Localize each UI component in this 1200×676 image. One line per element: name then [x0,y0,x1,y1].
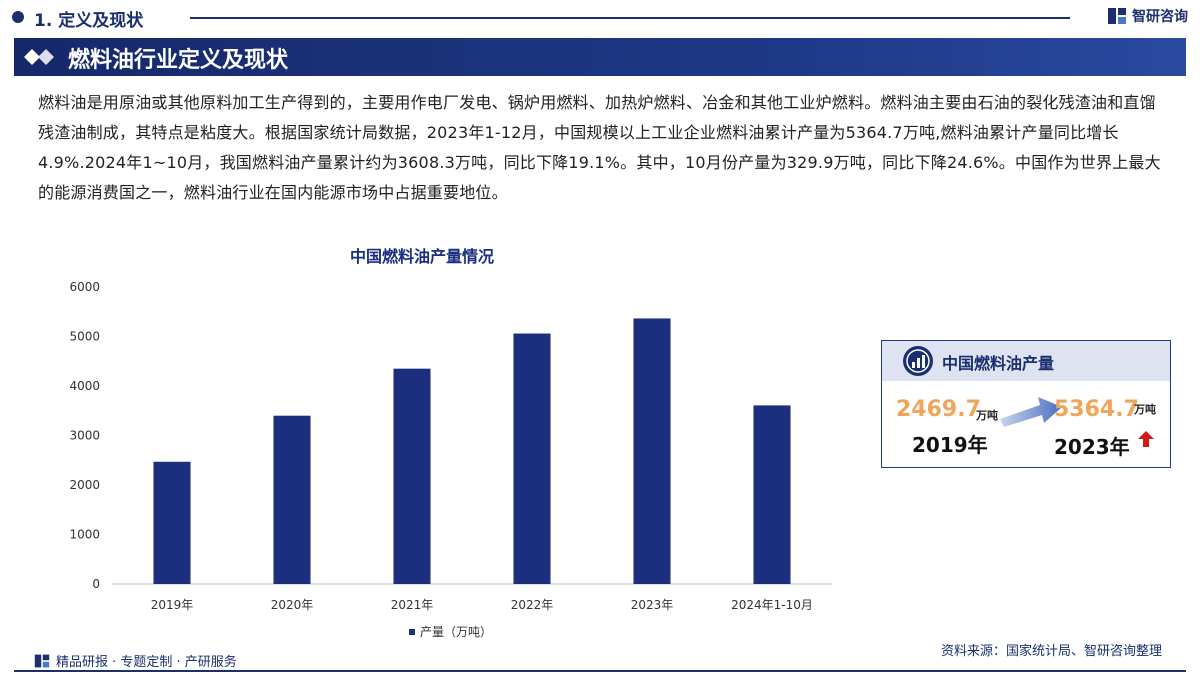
y-tick-label: 0 [92,577,100,591]
x-tick-label: 2024年1-10月 [731,598,813,612]
stat-header: 中国燃料油产量 [882,341,1170,381]
brand: 智研咨询 [1107,6,1188,26]
y-tick-label: 4000 [69,379,100,393]
x-tick-label: 2022年 [511,598,554,612]
bar-5 [633,318,671,584]
chart-badge-icon [903,346,933,376]
bar-4 [513,333,551,584]
footer-logo-icon [34,654,50,667]
section-bullet-icon [12,11,24,23]
bar-3 [393,368,431,584]
diamond-icon [24,49,54,65]
stat-box: 中国燃料油产量 2469.7 万吨 2019年 5364.7 万吨 2023年 [881,340,1171,468]
y-tick-label: 3000 [69,429,100,443]
arrow-right-icon [1000,397,1062,427]
title-bar: 燃料油行业定义及现状 [14,38,1186,76]
stat-to-year: 2023年 [1054,435,1130,459]
chart-svg: 中国燃料油产量情况 0 1000 2000 3000 4000 5000 6000 2019年 2… [69,247,832,639]
y-tick-label: 6000 [69,280,100,294]
stat-from-year: 2019年 [912,433,988,457]
y-tick-label: 2000 [69,478,100,492]
data-source: 资料来源：国家统计局、智研咨询整理 [940,644,1162,659]
section-label: 1. 定义及现状 [34,11,144,31]
x-tick-label: 2021年 [391,598,434,612]
legend-label: 产量（万吨） [420,625,492,639]
production-chart: 中国燃料油产量情况 0 1000 2000 3000 4000 5000 6000 2019年 2… [0,240,850,660]
footer-tagline: 精品研报 · 专题定制 · 产研服务 [56,655,237,670]
x-tick-label: 2019年 [151,598,194,612]
bar-1 [153,461,191,584]
brand-logo-icon [1108,8,1126,24]
stat-from-value: 2469.7 [896,397,981,422]
bar-6 [753,405,791,584]
header-divider [190,17,1070,19]
brand-name: 智研咨询 [1132,9,1188,25]
stat-title: 中国燃料油产量 [942,354,1055,373]
chart-title: 中国燃料油产量情况 [350,247,494,266]
stat-from-unit: 万吨 [976,409,998,422]
y-tick-label: 5000 [69,330,100,344]
stat-to-value: 5364.7 [1054,397,1139,422]
footer-left: 精品研报 · 专题定制 · 产研服务 [34,651,237,670]
stat-to-unit: 万吨 [1134,403,1156,416]
y-tick-label: 1000 [69,528,100,542]
x-tick-label: 2020年 [271,598,314,612]
legend-swatch [409,629,415,635]
top-bar: 1. 定义及现状 智研咨询 [0,0,1200,36]
bar-2 [273,415,311,584]
footer-divider [14,670,1186,672]
intro-paragraph: 燃料油是用原油或其他原料加工生产得到的，主要用作电厂发电、锅炉用燃料、加热炉燃料… [38,93,1161,202]
x-tick-label: 2023年 [631,598,674,612]
page-title: 燃料油行业定义及现状 [68,48,289,73]
up-arrow-icon [1138,431,1154,447]
